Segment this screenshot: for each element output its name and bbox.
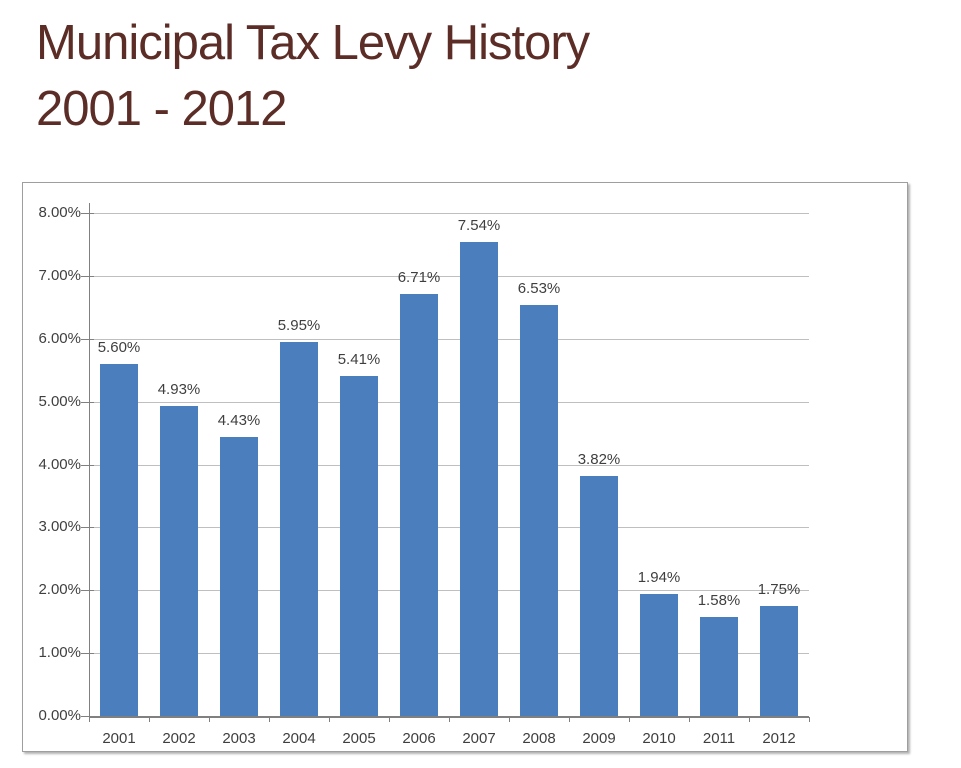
bar-value-label: 3.82%: [577, 451, 621, 468]
y-axis-tick: [81, 213, 94, 214]
bar-2004: [280, 342, 318, 716]
bar-value-label: 7.54%: [457, 217, 501, 234]
bar-2009: [580, 476, 618, 716]
x-axis-category-label: 2010: [642, 730, 676, 747]
bar-value-label: 1.94%: [637, 569, 681, 586]
bar-2008: [520, 305, 558, 716]
bar-2007: [460, 242, 498, 716]
y-axis-tick: [81, 338, 94, 340]
bar-value-label: 1.75%: [757, 581, 801, 598]
x-axis-tick: [329, 717, 330, 722]
x-axis-category-label: 2002: [162, 730, 196, 747]
bar-value-label: 6.53%: [517, 280, 561, 297]
x-axis-category-label: 2009: [582, 730, 616, 747]
bar-value-label: 5.60%: [97, 339, 141, 356]
x-axis-category-label: 2006: [402, 730, 436, 747]
gridline: [89, 464, 809, 466]
bar-value-label: 1.58%: [697, 592, 741, 609]
bar-2012: [760, 606, 798, 716]
gridline: [89, 275, 809, 277]
x-axis-category-label: 2012: [762, 730, 796, 747]
bar-2002: [160, 406, 198, 716]
gridline: [89, 213, 809, 214]
page-title-line2: 2001 - 2012: [36, 82, 288, 136]
y-axis-tick-label: 5.00%: [38, 392, 81, 410]
bar-value-label: 6.71%: [397, 269, 441, 286]
x-axis-tick: [689, 717, 690, 722]
x-axis-category-label: 2005: [342, 730, 376, 747]
x-axis-tick: [209, 717, 210, 722]
x-axis-tick: [749, 717, 750, 722]
gridline: [89, 527, 809, 529]
y-axis-tick: [81, 275, 94, 277]
x-axis-category-label: 2001: [102, 730, 136, 747]
gridline: [89, 401, 809, 403]
y-axis-tick: [81, 401, 94, 403]
chart-frame: 0.00% 1.00% 2.00% 3.00% 4.00% 5.00% 6.00% 7.00%…: [22, 182, 908, 752]
bar-2011: [700, 617, 738, 716]
bar-value-label: 5.41%: [337, 351, 381, 368]
gridline: [89, 653, 809, 655]
bar-value-label: 4.43%: [217, 412, 261, 429]
x-axis-tick: [809, 717, 810, 722]
y-axis-line: [89, 203, 90, 716]
x-axis-category-label: 2007: [462, 730, 496, 747]
y-axis-tick: [81, 527, 94, 529]
y-axis-tick-label: 3.00%: [38, 518, 81, 536]
y-axis-tick-label: 8.00%: [38, 204, 81, 221]
bar-value-label: 5.95%: [277, 317, 321, 334]
y-axis-tick: [81, 464, 94, 466]
y-axis-tick-label: 0.00%: [38, 707, 81, 724]
x-axis-tick: [509, 717, 510, 722]
y-axis-tick-label: 6.00%: [38, 329, 81, 347]
y-axis-tick-label: 4.00%: [38, 455, 81, 473]
x-axis-category-label: 2011: [702, 730, 736, 747]
bar-2003: [220, 437, 258, 716]
y-axis-tick-label: 2.00%: [38, 581, 81, 599]
y-axis-tick: [81, 653, 94, 655]
x-axis-tick: [89, 717, 90, 722]
x-axis-tick: [149, 717, 150, 722]
x-axis-category-label: 2008: [522, 730, 556, 747]
bar-chart: 0.00% 1.00% 2.00% 3.00% 4.00% 5.00% 6.00% 7.00%…: [23, 183, 907, 751]
gridline: [89, 590, 809, 592]
bar-value-label: 4.93%: [157, 381, 201, 398]
bar-2010: [640, 594, 678, 716]
y-axis-tick-label: 1.00%: [38, 644, 81, 662]
gridline: [89, 338, 809, 340]
bar-2006: [400, 294, 438, 716]
x-axis-tick: [449, 717, 450, 722]
x-axis-tick: [389, 717, 390, 722]
x-axis-category-label: 2004: [282, 730, 316, 747]
page-title-line1: Municipal Tax Levy History: [36, 16, 590, 70]
y-axis-tick: [81, 590, 94, 592]
x-axis-category-label: 2003: [222, 730, 256, 747]
x-axis-tick: [569, 717, 570, 722]
page-title: Municipal Tax Levy History 2001 - 2012: [36, 10, 590, 142]
bar-2001: [100, 364, 138, 716]
y-axis-tick-label: 7.00%: [38, 266, 81, 284]
bar-2005: [340, 376, 378, 716]
y-axis-tick: [81, 716, 94, 717]
x-axis-tick: [269, 717, 270, 722]
x-axis-tick: [629, 717, 630, 722]
